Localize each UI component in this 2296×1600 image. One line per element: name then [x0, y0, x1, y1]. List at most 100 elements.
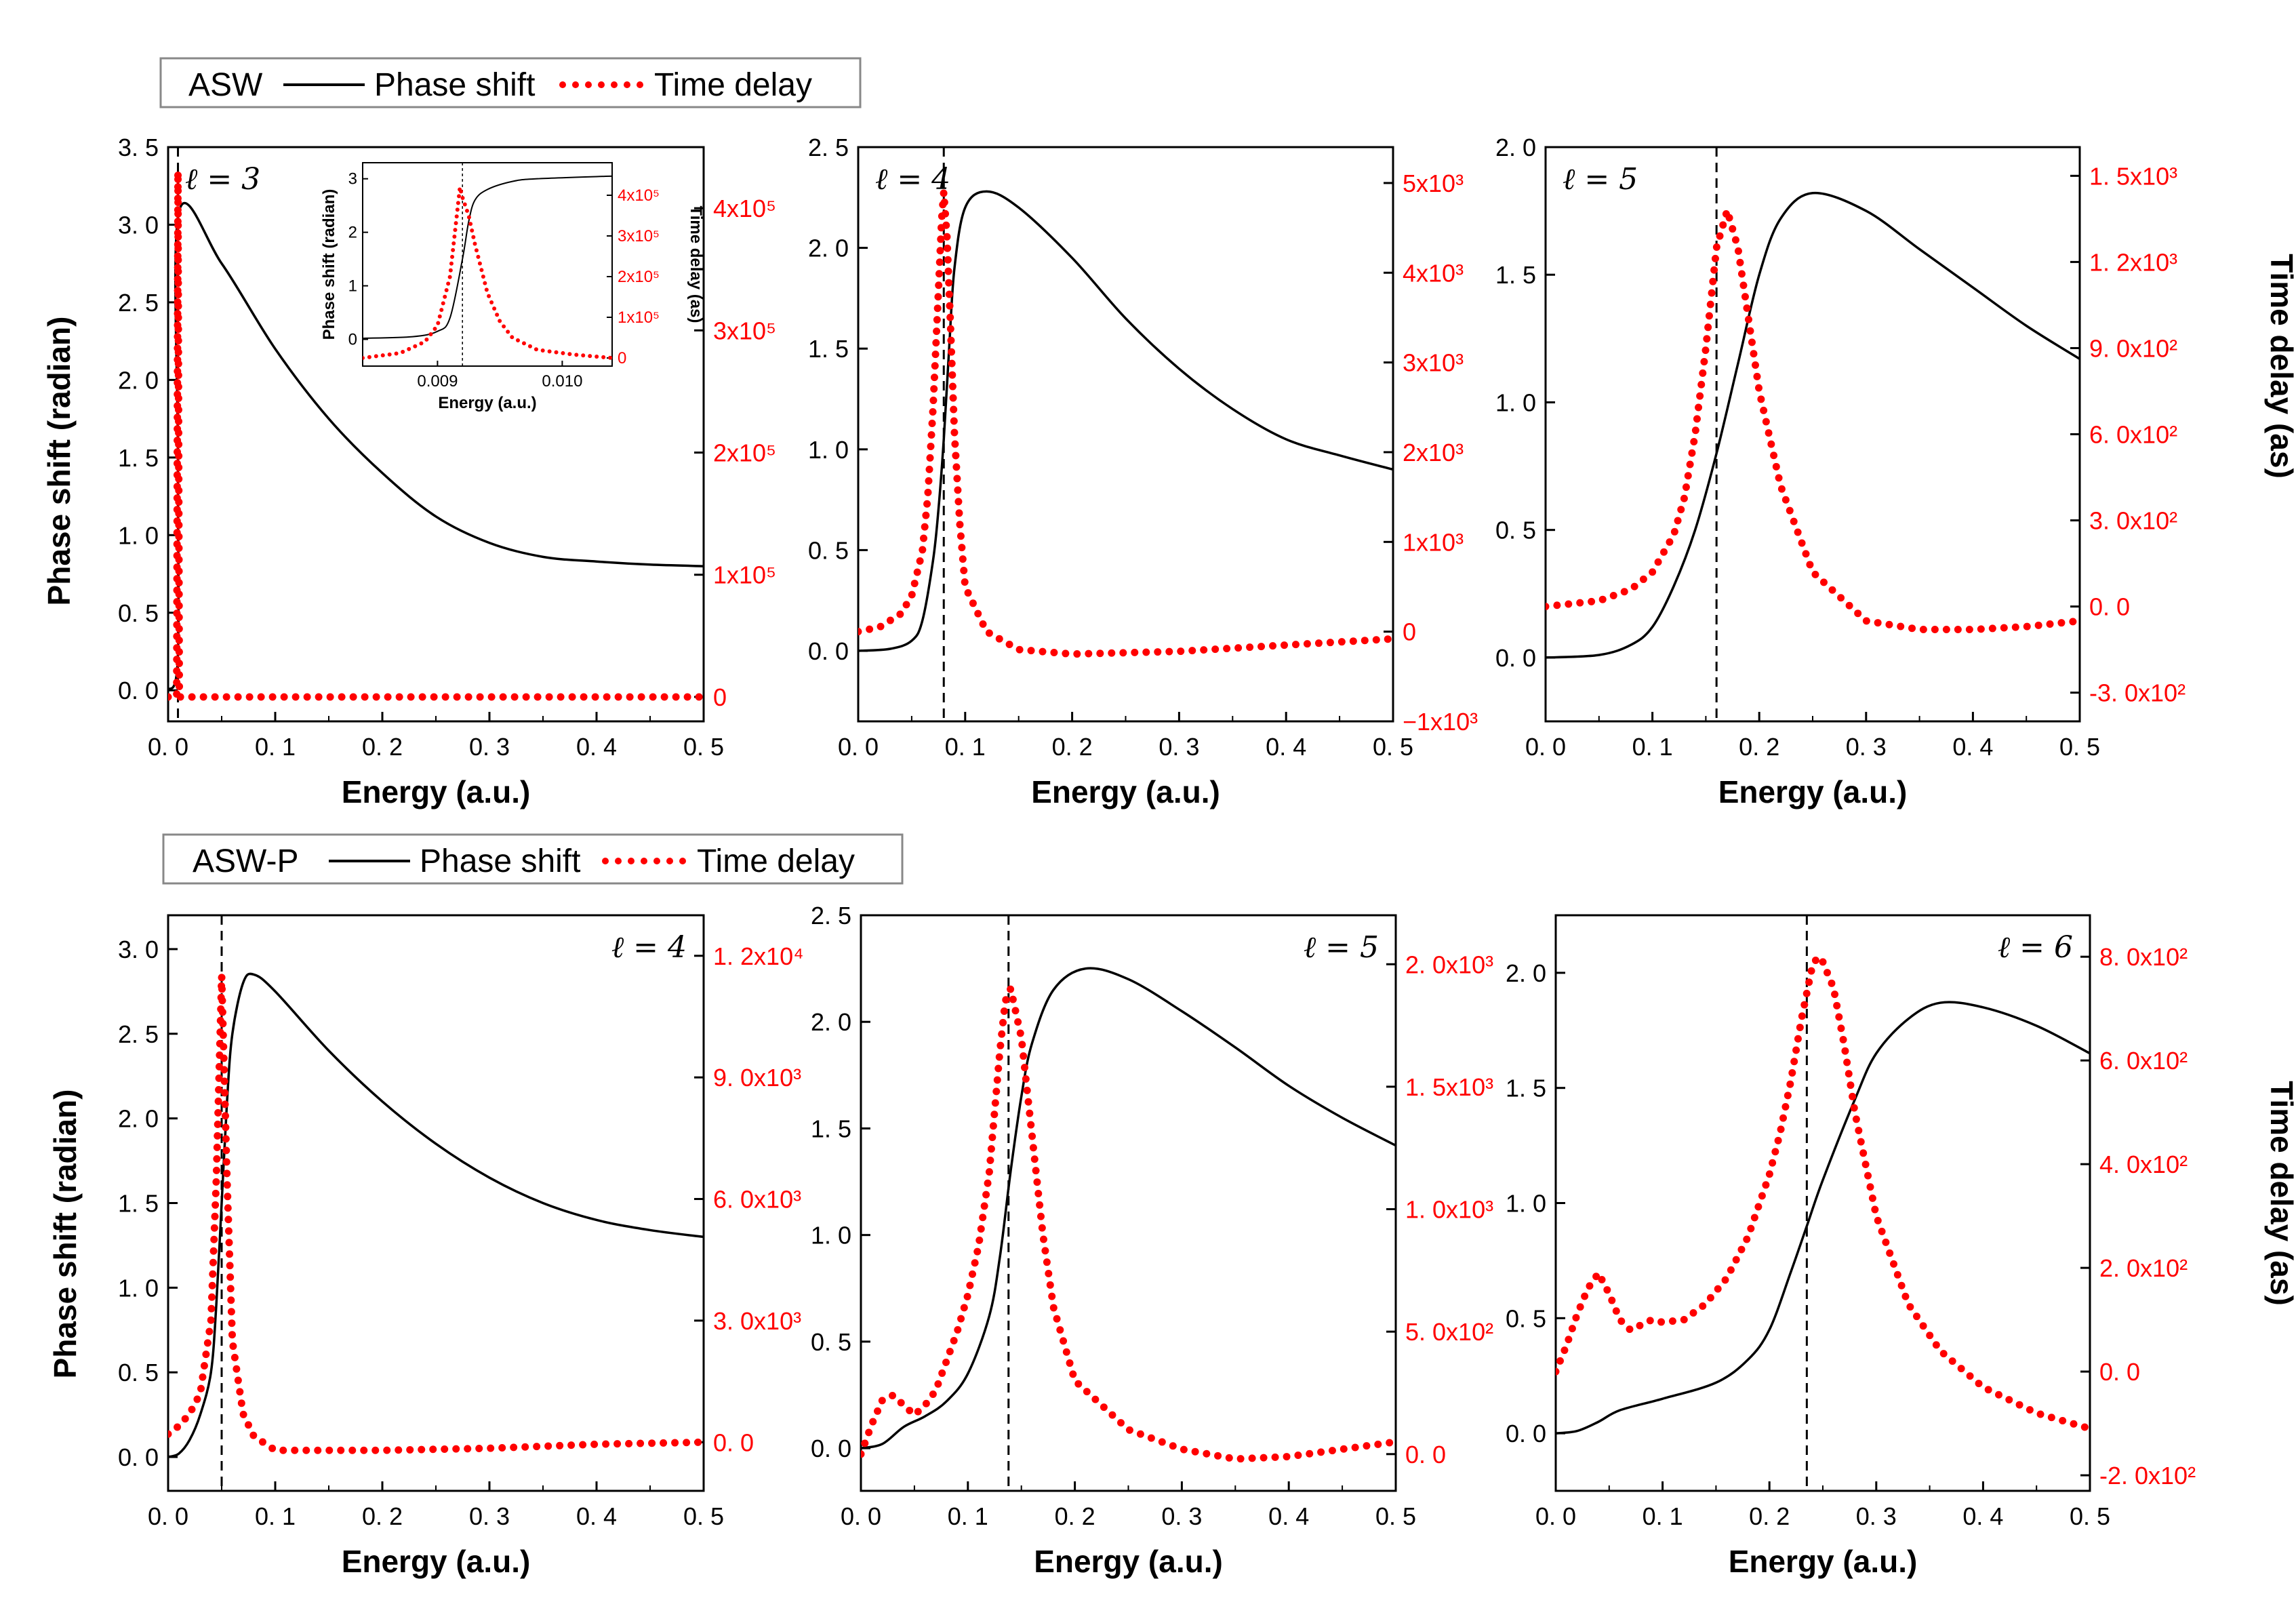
y2-tick-label: 1x10⁵ [713, 561, 776, 589]
time-delay-dot [1581, 1292, 1589, 1300]
time-delay-dot [906, 1406, 914, 1414]
time-delay-dot [1767, 440, 1775, 448]
plot-frame [857, 146, 1394, 723]
y2-tick-label: 4. 0x10² [2099, 1151, 2188, 1178]
time-delay-dot [1709, 277, 1717, 285]
time-delay-dot [175, 544, 183, 552]
time-delay-dot [1066, 1359, 1074, 1367]
time-delay-dot [466, 215, 471, 220]
time-delay-dot [1779, 1114, 1788, 1122]
time-delay-dot [1874, 1216, 1882, 1224]
time-delay-dot [1553, 601, 1561, 609]
time-delay-dot [498, 1444, 506, 1452]
time-delay-dot [946, 325, 954, 333]
time-delay-dot [940, 189, 948, 197]
time-delay-dot [1845, 601, 1853, 609]
time-delay-dot [1765, 429, 1773, 437]
time-delay-dot [1654, 558, 1662, 566]
time-delay-dot [989, 1122, 997, 1130]
time-delay-dot [1781, 1102, 1790, 1111]
time-delay-dot [1630, 582, 1638, 591]
time-delay-dot [1340, 1445, 1348, 1453]
time-delay-dot [453, 228, 458, 233]
time-delay-dot [1868, 1194, 1876, 1202]
time-delay-dot [168, 693, 172, 701]
angular-momentum-label: ℓ = 3 [185, 162, 260, 197]
time-delay-dot [1893, 1271, 1901, 1279]
time-delay-dot [946, 1347, 954, 1355]
y-tick-label: 2. 0 [808, 235, 849, 262]
ylabel-left-bottom: Phase shift (radian) [47, 1089, 83, 1379]
time-delay-dot [1639, 575, 1647, 583]
time-delay-dot [1048, 1292, 1056, 1300]
time-delay-dot [174, 279, 182, 287]
time-delay-dot [212, 1178, 220, 1186]
time-delay-dot [454, 214, 459, 219]
time-delay-dot [203, 1339, 212, 1347]
y2-tick-label: 4x10³ [1403, 259, 1464, 287]
y2-tick-label: 9. 0x10² [2089, 334, 2177, 362]
ylabel-right-top: Time delay (as) [2264, 254, 2296, 479]
y-tick-label: 1. 0 [808, 436, 849, 464]
time-delay-dot [998, 1030, 1006, 1038]
time-delay-dot [963, 1293, 971, 1301]
time-delay-dot [956, 521, 964, 529]
time-delay-dot [1811, 956, 1819, 964]
time-delay-dot [878, 1397, 886, 1405]
time-delay-dot [937, 235, 945, 243]
y-tick-label: 3. 0 [118, 936, 159, 963]
time-delay-dot [418, 693, 426, 701]
time-delay-dot [1015, 645, 1024, 654]
time-delay-dot [889, 1391, 897, 1399]
time-delay-dot [1384, 635, 1392, 643]
time-delay-dot [436, 321, 441, 325]
y2-tick-label: 1x10³ [1403, 528, 1464, 556]
time-delay-dot [2036, 1410, 2045, 1418]
time-delay-dot [1603, 1286, 1611, 1294]
x-tick-label: 0. 4 [1266, 733, 1306, 761]
time-delay-dot [649, 693, 657, 701]
chart-panel-4: 0. 0 0. 1 0. 2 0. 3 0. 4 0. 5 0. 0 0. 5 1. 0 1. 5… [118, 914, 804, 1579]
plot-frame [1544, 146, 2081, 723]
time-delay-dot [971, 1259, 979, 1267]
time-delay-dot [608, 355, 612, 360]
time-delay-dot [948, 359, 956, 367]
time-delay-dot [938, 1369, 946, 1377]
time-delay-dot [999, 1018, 1007, 1026]
xlabel: Energy (a.u.) [1031, 774, 1220, 809]
time-delay-dot [175, 475, 183, 483]
time-delay-dot [387, 352, 392, 357]
time-delay-dot [1855, 1127, 1863, 1135]
time-delay-dot [174, 267, 182, 275]
time-delay-dot [1096, 649, 1104, 658]
time-delay-dot [1002, 996, 1010, 1004]
inset-ylabel-right: Time delay (as) [687, 206, 705, 323]
time-delay-dot [360, 1446, 368, 1454]
y2-tick-label: 4x10⁵ [713, 195, 776, 222]
y-tick-label: 2. 0 [1495, 134, 1536, 161]
time-delay-dot [1269, 642, 1277, 650]
phase-shift-line [1546, 191, 2080, 659]
time-delay-dot [199, 1373, 207, 1381]
time-delay-dot [1806, 561, 1814, 569]
y-tick-label: 0. 5 [118, 599, 159, 627]
y2-tick-label: -3. 0x10² [2089, 679, 2186, 707]
time-delay-dot [977, 1225, 985, 1233]
time-delay-dot [1234, 644, 1243, 652]
time-delay-dot [228, 1331, 236, 1339]
time-delay-dot [384, 693, 392, 701]
time-delay-dot [1214, 1452, 1222, 1460]
time-delay-dot [175, 486, 183, 494]
time-delay-dot [1608, 1296, 1616, 1304]
time-delay-dot [522, 693, 530, 701]
legend-asw: ASW Phase shift Time delay [159, 57, 862, 108]
time-delay-dot [935, 270, 943, 278]
time-delay-dot [472, 241, 477, 246]
time-delay-dot [1919, 625, 1927, 633]
x-tick-label: 0. 5 [683, 733, 724, 761]
time-delay-dot [1546, 603, 1550, 611]
time-delay-dot [314, 1446, 322, 1454]
time-delay-dot [395, 693, 403, 701]
time-delay-dot [419, 341, 424, 346]
y-tick-label: 0. 0 [118, 1443, 159, 1471]
